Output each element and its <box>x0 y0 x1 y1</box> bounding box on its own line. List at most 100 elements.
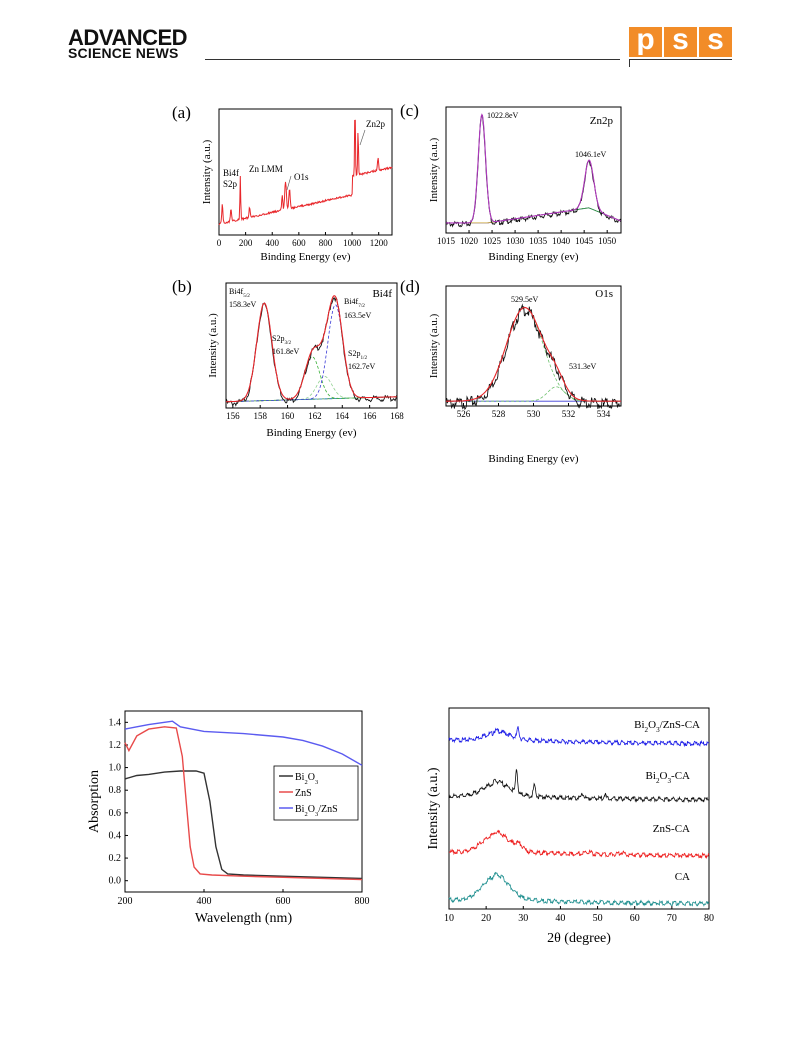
component-bi4f52 <box>226 302 397 403</box>
annotation: 161.8eV <box>272 347 300 356</box>
chart-title: Bi4f <box>372 288 392 300</box>
plot-frame <box>218 108 393 236</box>
annotation: Bi4f7/2 <box>344 297 365 309</box>
x-tick-label: 1035 <box>529 236 548 246</box>
x-tick-label: 160 <box>281 411 295 421</box>
legend-label: Bi2O3/ZnS <box>295 804 338 818</box>
panel-label: (c) <box>400 101 419 120</box>
plot-frame <box>445 106 622 234</box>
y-axis-label: Intensity (a.u.) <box>207 313 219 378</box>
page-header: ADVANCED SCIENCE NEWS p s s <box>0 0 793 80</box>
journal-letter: s <box>664 25 697 57</box>
header-rule <box>205 59 620 60</box>
y-tick-label: 0.2 <box>109 853 122 864</box>
x-tick-label: 400 <box>265 238 279 248</box>
annotation: O1s <box>294 172 309 182</box>
x-tick-label: 164 <box>336 411 350 421</box>
y-tick-label: 0.8 <box>109 785 122 796</box>
legend-label: ZnS <box>295 788 312 799</box>
x-tick-label: 168 <box>390 411 404 421</box>
y-axis-label: Intensity (a.u.) <box>428 313 440 378</box>
x-tick-label: 1015 <box>437 236 456 246</box>
component-s2p12 <box>225 375 397 403</box>
x-tick-label: 0 <box>217 238 222 248</box>
chart-title: Zn2p <box>590 115 614 127</box>
chart-c: (c) 1015 1020 1025 1030 1035 1040 1045 1050 Bindi… <box>400 101 622 263</box>
series-label: Bi2O3/ZnS-CA <box>634 719 700 734</box>
x-axis-label: Binding Energy (ev) <box>488 453 579 465</box>
y-axis-label: Intensity (a.u.) <box>426 767 441 849</box>
fit-series <box>446 113 621 224</box>
annotation-pointer <box>359 129 366 146</box>
x-tick-label: 50 <box>593 913 603 924</box>
chart-a: (a) 0 200 400 600 800 1000 1200 Binding Energy (… <box>172 103 393 263</box>
raw-series <box>445 303 622 411</box>
annotation: 1022.8eV <box>487 111 519 120</box>
x-axis-label: Binding Energy (ev) <box>488 251 579 263</box>
annotation: Zn LMM <box>249 164 283 174</box>
x-tick-label: 1030 <box>506 236 525 246</box>
annotation: 1046.1eV <box>575 150 607 159</box>
chart-b: (b) 156 158 160 162 164 166 168 Binding Energy (… <box>172 277 404 439</box>
x-tick-label: 162 <box>308 411 322 421</box>
annotation: S2p3/2 <box>272 334 291 346</box>
x-tick-label: 1200 <box>370 238 389 248</box>
y-tick-label: 0.6 <box>109 808 122 819</box>
journal-letter: p <box>629 25 662 57</box>
x-tick-label: 80 <box>704 913 714 924</box>
x-tick-label: 30 <box>518 913 528 924</box>
annotation: 162.7eV <box>348 362 376 371</box>
series-label: Bi2O3-CA <box>646 770 691 785</box>
x-tick-label: 166 <box>363 411 377 421</box>
x-tick-label: 526 <box>457 409 471 419</box>
y-axis-label: Intensity (a.u.) <box>428 137 440 202</box>
x-tick-label: 1020 <box>460 236 479 246</box>
legend: Bi2O3 ZnS Bi2O3/ZnS <box>273 765 359 821</box>
x-tick-label: 158 <box>253 411 267 421</box>
annotation: 163.5eV <box>344 311 372 320</box>
x-tick-label: 600 <box>292 238 306 248</box>
x-axis-label: 2θ (degree) <box>547 931 611 946</box>
component-peak1 <box>446 113 621 224</box>
journal-tick <box>629 59 630 67</box>
component-peak1 <box>446 307 621 402</box>
component-peak2 <box>446 159 621 224</box>
series-line <box>448 871 710 907</box>
x-axis-label: Binding Energy (ev) <box>266 427 357 439</box>
publisher-logo-line2: SCIENCE NEWS <box>68 45 179 61</box>
panel-label: (d) <box>400 277 420 296</box>
fit-series <box>226 295 397 403</box>
annotation-pointer <box>286 175 292 191</box>
journal-rule <box>629 59 732 60</box>
x-tick-label: 528 <box>492 409 506 419</box>
x-axis-label: Binding Energy (ev) <box>260 251 351 263</box>
publisher-logo-line1: ADVANCED <box>68 25 188 50</box>
annotation: Zn2p <box>366 119 385 129</box>
plot-frame <box>445 285 622 407</box>
y-tick-label: 1.4 <box>109 717 122 728</box>
annotation: 158.3eV <box>229 300 257 309</box>
x-tick-label: 400 <box>197 896 212 907</box>
annotation: 531.3eV <box>569 362 597 371</box>
annotation: 529.5eV <box>511 295 539 304</box>
x-tick-label: 156 <box>226 411 240 421</box>
chart-title: O1s <box>595 288 613 300</box>
panel-label: (b) <box>172 277 192 296</box>
x-tick-label: 532 <box>562 409 576 419</box>
x-tick-label: 20 <box>481 913 491 924</box>
survey-series <box>218 119 393 226</box>
x-tick-label: 200 <box>239 238 253 248</box>
chart-d: (d) 526 528 530 532 534 Binding Energy (ev) Int… <box>400 277 622 465</box>
y-axis-label: Intensity (a.u.) <box>201 139 213 204</box>
x-tick-label: 60 <box>630 913 640 924</box>
series-line <box>124 770 363 880</box>
legend-frame <box>273 765 359 821</box>
x-tick-label: 1045 <box>575 236 594 246</box>
series-line <box>448 768 709 804</box>
x-tick-label: 200 <box>118 896 133 907</box>
x-tick-label: 40 <box>555 913 565 924</box>
x-tick-label: 1040 <box>552 236 571 246</box>
x-tick-label: 600 <box>276 896 291 907</box>
plot-frame <box>225 282 398 409</box>
x-axis-label: Wavelength (nm) <box>195 911 293 926</box>
